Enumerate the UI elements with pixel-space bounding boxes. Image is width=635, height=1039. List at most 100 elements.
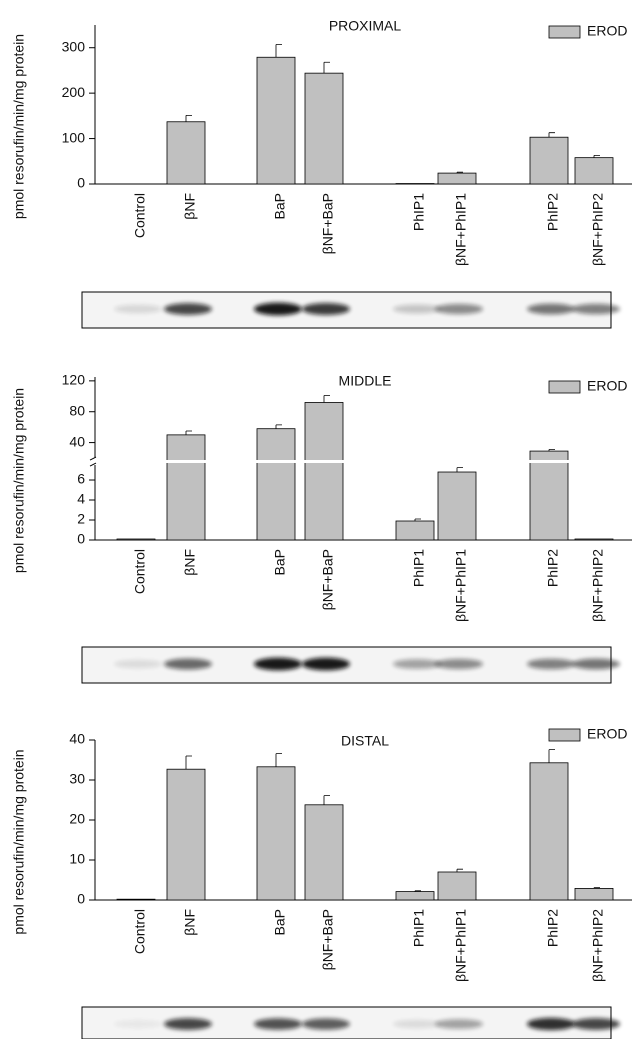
y-tick-label: 120 xyxy=(62,372,86,388)
blot-band xyxy=(435,304,483,314)
error-bar xyxy=(186,115,192,121)
error-bar xyxy=(549,133,555,138)
bar xyxy=(438,872,476,900)
panel: MIDDLEpmol resorufin/min/mg protein02464… xyxy=(11,372,632,683)
bar xyxy=(167,435,205,540)
bar xyxy=(257,57,295,184)
x-tick-label: βNF+BaP xyxy=(320,909,336,970)
x-tick-label: PhIP1 xyxy=(411,909,427,947)
legend-label: EROD xyxy=(587,726,627,742)
chart-title: MIDDLE xyxy=(339,373,392,389)
y-tick-label: 0 xyxy=(77,175,85,191)
y-tick-label: 2 xyxy=(77,511,85,527)
figure: PROXIMAL pmol resorufin/min/mg protein 0 10… xyxy=(0,0,635,1039)
error-bar xyxy=(276,754,282,767)
x-tick-label: βNF xyxy=(182,549,198,576)
bar xyxy=(438,173,476,184)
error-bar xyxy=(186,756,192,769)
blot-band xyxy=(435,659,483,669)
y-tick-label: 100 xyxy=(62,129,86,145)
blot-band xyxy=(572,1018,620,1030)
blot-band xyxy=(435,1019,483,1029)
error-bar xyxy=(457,869,463,872)
bar xyxy=(167,122,205,184)
blot-band xyxy=(527,304,575,315)
x-tick-label: PhIP2 xyxy=(545,193,561,231)
legend-label: EROD xyxy=(587,378,627,394)
blot-band xyxy=(114,1020,162,1028)
x-tick-label: βNF+PhIP2 xyxy=(590,549,606,622)
blot-band xyxy=(164,1018,212,1030)
blot-band xyxy=(254,1018,302,1030)
y-axis-label: pmol resorufin/min/mg protein xyxy=(11,34,27,219)
x-tick-label: Control xyxy=(132,909,148,954)
y-tick-label: 0 xyxy=(77,531,85,547)
error-bar xyxy=(324,796,330,805)
legend-swatch xyxy=(549,26,580,38)
x-tick-label: PhIP2 xyxy=(545,549,561,587)
x-tick-label: PhIP1 xyxy=(411,193,427,231)
bar xyxy=(396,521,434,540)
bar xyxy=(530,451,568,540)
legend-label: EROD xyxy=(587,23,627,39)
y-tick-label: 40 xyxy=(69,731,85,747)
x-tick-label: βNF+PhIP1 xyxy=(453,909,469,982)
blot-band xyxy=(527,1018,575,1030)
bar xyxy=(167,769,205,900)
bar xyxy=(257,429,295,540)
blot-band xyxy=(302,658,350,671)
error-bar xyxy=(457,468,463,472)
y-axis-label: pmol resorufin/min/mg protein xyxy=(11,749,27,934)
legend-swatch xyxy=(549,729,580,741)
y-tick-label: 200 xyxy=(62,84,86,100)
x-tick-label: βNF+BaP xyxy=(320,193,336,254)
chart-title: PROXIMAL xyxy=(329,18,402,34)
legend-swatch xyxy=(549,381,580,393)
blot-band xyxy=(393,305,441,314)
x-tick-label: βNF xyxy=(182,909,198,936)
y-tick-label: 4 xyxy=(77,491,85,507)
bar xyxy=(530,137,568,184)
panel: DISTAL pmol resorufin/min/mg protein 0 10 20… xyxy=(11,726,632,1039)
y-tick-label: 10 xyxy=(69,851,85,867)
bar xyxy=(575,888,613,900)
panel: PROXIMAL pmol resorufin/min/mg protein 0 10… xyxy=(11,18,632,328)
error-bar xyxy=(324,62,330,73)
x-tick-label: BaP xyxy=(272,193,288,219)
error-bar xyxy=(276,425,282,429)
x-tick-label: Control xyxy=(132,549,148,594)
x-tick-label: Control xyxy=(132,193,148,238)
blot-band xyxy=(572,659,620,670)
error-bar xyxy=(186,431,192,435)
y-tick-label: 300 xyxy=(62,38,86,54)
bar xyxy=(438,472,476,540)
blot-band xyxy=(254,658,302,671)
error-bar xyxy=(324,396,330,403)
y-tick-label: 20 xyxy=(69,811,85,827)
x-tick-label: PhIP2 xyxy=(545,909,561,947)
y-tick-label: 40 xyxy=(69,433,85,449)
x-tick-label: BaP xyxy=(272,549,288,575)
bar xyxy=(305,805,343,900)
blot-band xyxy=(302,1018,350,1029)
blot-band xyxy=(393,659,441,669)
x-tick-label: βNF+PhIP1 xyxy=(453,193,469,266)
blot-band xyxy=(527,659,575,670)
chart-title: DISTAL xyxy=(341,733,389,749)
blot-band xyxy=(254,303,302,316)
x-tick-label: BaP xyxy=(272,909,288,935)
y-tick-label: 0 xyxy=(77,891,85,907)
blot-band xyxy=(302,303,350,315)
x-tick-label: βNF+PhIP2 xyxy=(590,909,606,982)
bar xyxy=(117,539,155,540)
blot-band xyxy=(164,303,212,315)
y-tick-label: 6 xyxy=(77,471,85,487)
blot-band xyxy=(572,304,620,315)
axis-break xyxy=(90,457,96,460)
bar xyxy=(575,158,613,184)
blot-band xyxy=(114,660,162,669)
error-bar xyxy=(276,45,282,58)
bar xyxy=(396,892,434,900)
bar xyxy=(305,73,343,184)
x-tick-label: βNF+BaP xyxy=(320,549,336,610)
